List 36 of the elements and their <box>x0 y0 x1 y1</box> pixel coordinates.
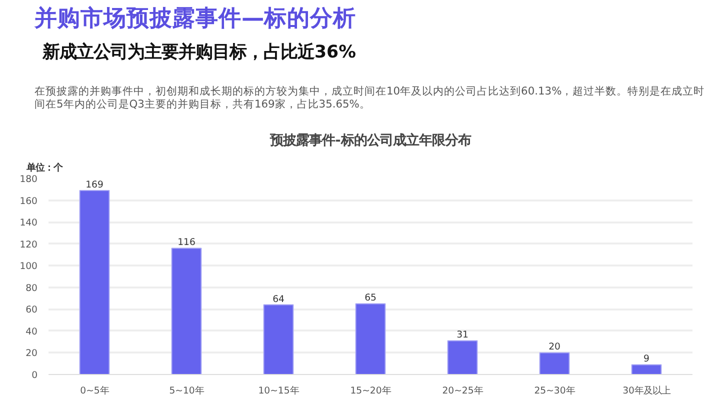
chart-title: 并购市场预披露事件—标的分析 <box>34 4 356 32</box>
y-tick-label: 80 <box>26 282 38 294</box>
text: 预披露事件-标的公司成立年限分布 <box>269 132 471 148</box>
x-tick-label: 30年及以上 <box>622 386 670 396</box>
bar <box>171 248 202 374</box>
data-label: 9 <box>644 354 650 365</box>
x-tick-label: 15~20年 <box>350 386 391 396</box>
data-label: 31 <box>456 330 468 341</box>
data-label: 169 <box>86 179 104 190</box>
bar <box>79 190 110 374</box>
x-tick-label: 0~5年 <box>80 386 109 396</box>
data-label: 116 <box>178 237 196 248</box>
bar <box>631 364 662 374</box>
data-label: 20 <box>548 342 560 353</box>
y-tick-label: 40 <box>26 326 38 338</box>
y-axis-title: 单位：个 <box>26 162 64 174</box>
y-tick-label: 120 <box>20 239 38 250</box>
x-tick-label: 25~30年 <box>534 386 575 396</box>
data-label: 65 <box>364 292 376 304</box>
bar <box>263 304 294 374</box>
y-tick-label: 160 <box>20 196 38 207</box>
text: 在预披露的并购事件中，初创期和成长期的标的方较为集中，成立时间在10年及以内的公司占比达到60.13%，超过半数。特别是在成立时间在5年内的公司是Q3主要的并购目标，共有169家，占比35.65%。 <box>34 84 705 110</box>
x-tick-label: 20~25年 <box>442 386 483 396</box>
bar <box>447 340 478 374</box>
y-tick-label: 100 <box>20 261 38 272</box>
x-tick-label: 10~15年 <box>258 386 299 396</box>
data-label: 64 <box>272 294 284 305</box>
y-tick-label: 180 <box>20 174 38 185</box>
y-tick-label: 0 <box>32 370 38 381</box>
y-tick-label: 20 <box>26 348 38 360</box>
bar <box>355 303 386 374</box>
x-tick-label: 5~10年 <box>169 386 204 396</box>
y-tick-label: 140 <box>20 218 38 229</box>
y-tick-label: 60 <box>26 304 38 316</box>
chart-subtitle: 新成立公司为主要并购目标，占比近36% <box>42 42 356 62</box>
bar <box>539 352 570 374</box>
